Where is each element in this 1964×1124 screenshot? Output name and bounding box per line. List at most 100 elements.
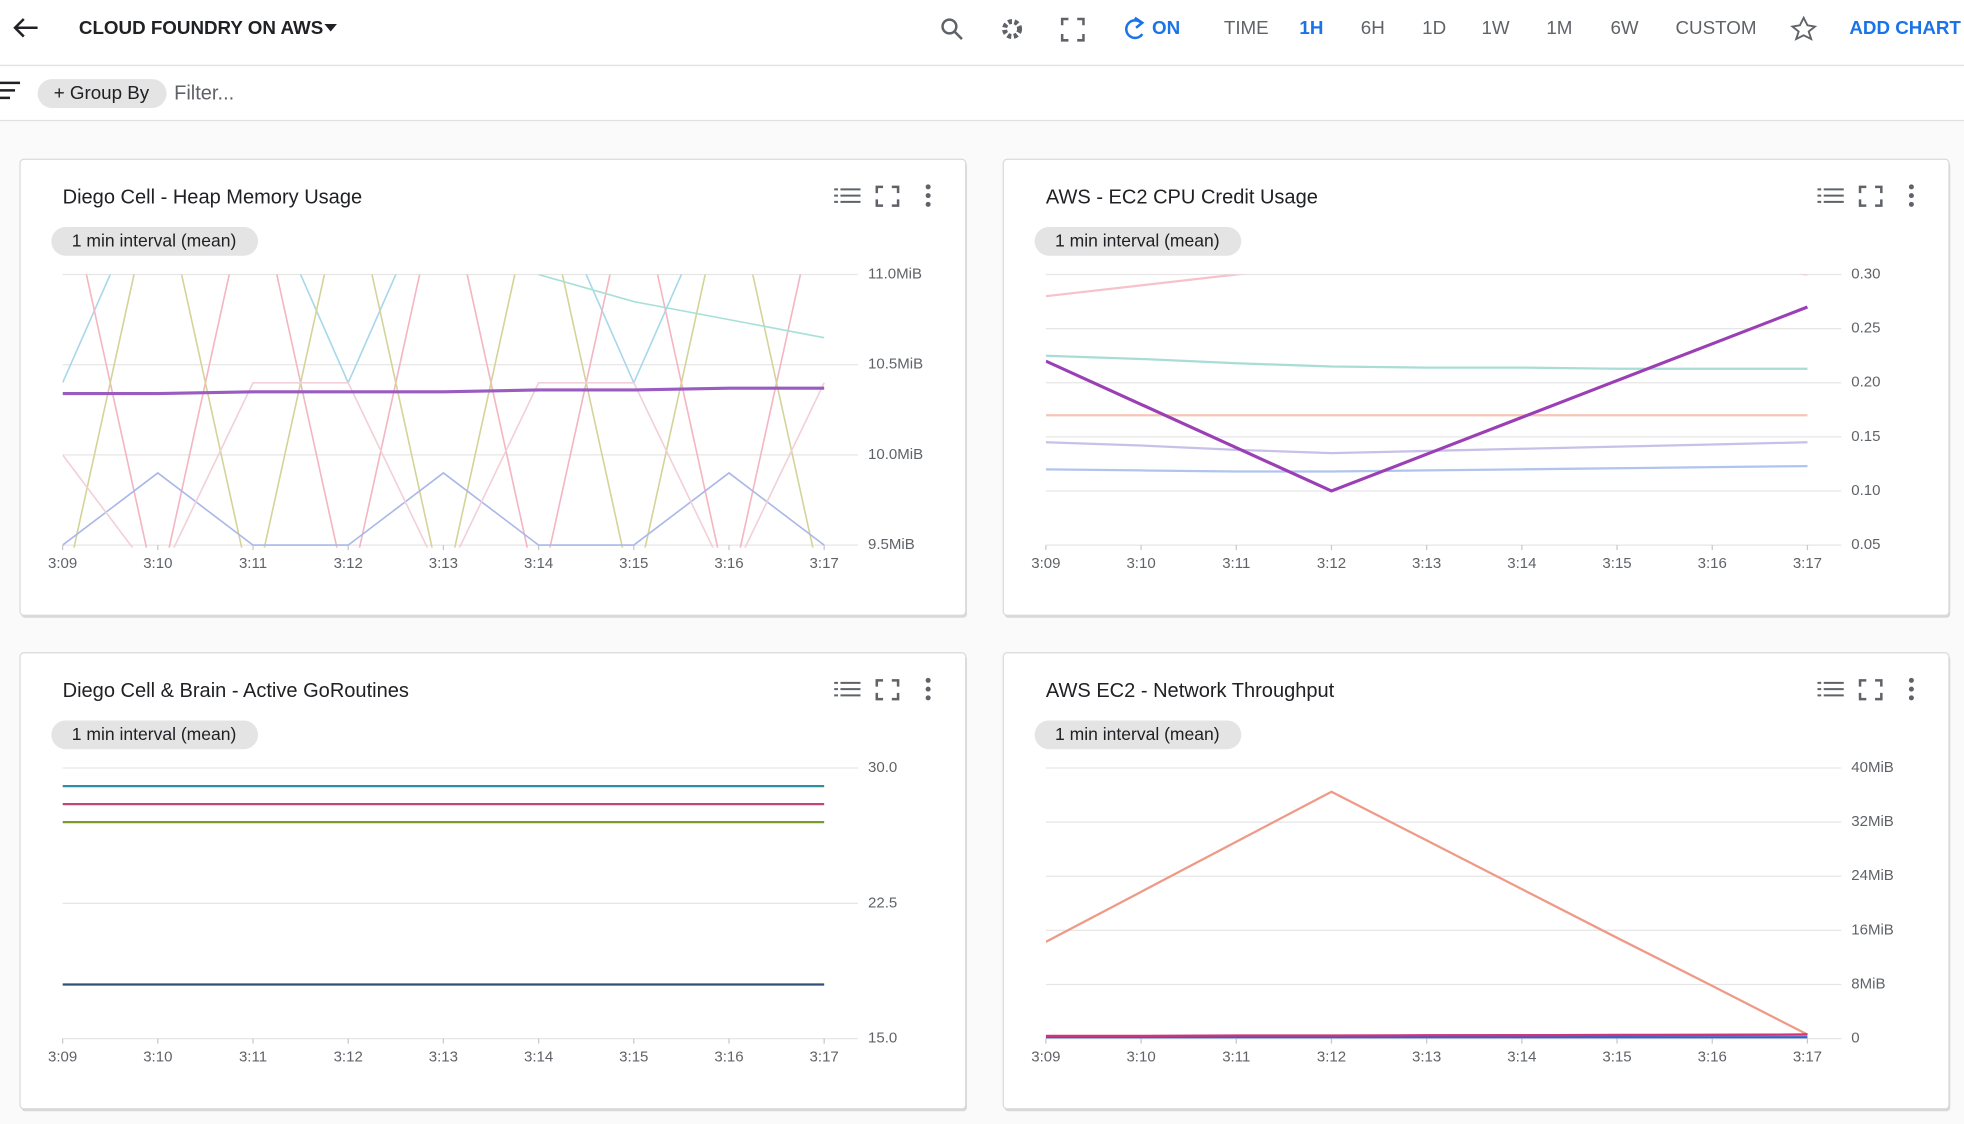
refresh-toggle[interactable]: ON xyxy=(1152,17,1180,38)
y-tick-label: 0.05 xyxy=(1851,536,1880,553)
time-range-button[interactable]: 1D xyxy=(1422,17,1446,38)
x-tick-label: 3:12 xyxy=(1317,1048,1346,1065)
menu-icon-dot[interactable] xyxy=(1908,677,1914,683)
group-by-label[interactable]: + Group By xyxy=(54,82,150,103)
series-line xyxy=(73,274,814,548)
menu-icon-dot[interactable] xyxy=(925,193,931,199)
star-icon[interactable] xyxy=(1790,15,1818,41)
settings-icon[interactable] xyxy=(1002,19,1023,40)
interval-label: 1 min interval (mean) xyxy=(72,231,237,251)
chart-panel: Diego Cell - Heap Memory Usage 1 min inte… xyxy=(19,158,967,618)
chart-title: AWS - EC2 CPU Credit Usage xyxy=(1046,186,1318,208)
time-range-button[interactable]: 6H xyxy=(1361,17,1385,38)
filter-input[interactable]: Filter... xyxy=(174,82,234,104)
back-button[interactable] xyxy=(13,18,38,38)
chart-title: AWS EC2 - Network Throughput xyxy=(1046,680,1335,702)
x-tick-label: 3:16 xyxy=(714,1048,743,1065)
x-tick-label: 3:13 xyxy=(429,555,458,572)
series-line xyxy=(1045,305,1808,493)
y-tick-label: 10.5MiB xyxy=(868,356,923,373)
interval-chip xyxy=(1034,226,1242,256)
legend-icon[interactable] xyxy=(834,681,861,697)
time-range-button[interactable]: 1W xyxy=(1481,17,1509,38)
series-line xyxy=(1045,1033,1808,1038)
interval-chip xyxy=(1034,720,1242,750)
series-line xyxy=(62,381,825,548)
x-tick-label: 3:12 xyxy=(1317,555,1346,572)
x-tick-label: 3:17 xyxy=(810,1048,839,1065)
time-range-button[interactable]: 1H xyxy=(1299,17,1323,38)
x-tick-label: 3:15 xyxy=(1602,555,1631,572)
x-tick-label: 3:15 xyxy=(1602,1048,1631,1065)
x-tick-label: 3:09 xyxy=(1031,555,1060,572)
chart-panel: Diego Cell & Brain - Active GoRoutines 1 … xyxy=(19,652,967,1112)
refresh-icon[interactable] xyxy=(1125,16,1145,40)
menu-icon-dot[interactable] xyxy=(1908,201,1914,207)
x-tick-label: 3:13 xyxy=(1412,555,1441,572)
legend-icon[interactable] xyxy=(1817,188,1844,203)
panel xyxy=(1002,652,1950,1110)
series-line xyxy=(1045,464,1808,473)
time-range-button[interactable]: CUSTOM xyxy=(1676,17,1757,38)
x-tick-label: 3:12 xyxy=(334,1048,363,1065)
x-tick-label: 3:10 xyxy=(1126,1048,1155,1065)
fullscreen-icon[interactable] xyxy=(1060,17,1085,42)
menu-icon-dot[interactable] xyxy=(1908,695,1914,701)
menu-icon-dot[interactable] xyxy=(1908,686,1914,692)
x-tick-label: 3:11 xyxy=(239,1048,267,1065)
x-tick-label: 3:09 xyxy=(1031,1048,1060,1065)
expand-icon[interactable] xyxy=(1858,679,1883,701)
x-tick-label: 3:14 xyxy=(524,1048,553,1065)
x-tick-label: 3:09 xyxy=(48,1048,77,1065)
panel xyxy=(1002,158,1950,616)
y-tick-label: 0.10 xyxy=(1851,482,1880,499)
x-tick-label: 3:16 xyxy=(1698,1048,1727,1065)
filter-icon[interactable] xyxy=(0,81,21,100)
add-chart-button[interactable]: ADD CHART xyxy=(1849,17,1961,38)
interval-chip xyxy=(51,226,259,256)
x-tick-label: 3:09 xyxy=(48,555,77,572)
chart-panel: AWS EC2 - Network Throughput 1 min interv… xyxy=(1002,652,1951,1112)
panel xyxy=(19,158,967,616)
menu-icon-dot[interactable] xyxy=(925,677,931,683)
expand-icon[interactable] xyxy=(1858,185,1883,207)
x-tick-label: 3:16 xyxy=(1698,555,1727,572)
y-tick-label: 8MiB xyxy=(1851,975,1885,992)
series-line xyxy=(1045,441,1808,455)
filter-bar xyxy=(0,66,1964,121)
x-tick-label: 3:16 xyxy=(714,555,743,572)
x-tick-label: 3:13 xyxy=(1412,1048,1441,1065)
x-tick-label: 3:15 xyxy=(619,1048,648,1065)
panel xyxy=(19,652,967,1110)
expand-icon[interactable] xyxy=(875,185,900,207)
x-tick-label: 3:10 xyxy=(143,1048,172,1065)
interval-label: 1 min interval (mean) xyxy=(1055,724,1220,744)
x-tick-label: 3:17 xyxy=(810,555,839,572)
y-tick-label: 32MiB xyxy=(1851,813,1894,830)
chart-panel: AWS - EC2 CPU Credit Usage 1 min interval… xyxy=(1002,158,1951,618)
time-range-button[interactable]: 1M xyxy=(1546,17,1572,38)
x-tick-label: 3:14 xyxy=(1507,1048,1536,1065)
menu-icon-dot[interactable] xyxy=(1908,193,1914,199)
menu-icon-dot[interactable] xyxy=(925,695,931,701)
series-line xyxy=(538,274,825,339)
dashboard-title[interactable]: CLOUD FOUNDRY ON AWS xyxy=(79,17,323,38)
y-tick-label: 16MiB xyxy=(1851,921,1894,938)
legend-icon[interactable] xyxy=(834,188,861,203)
x-tick-label: 3:11 xyxy=(1222,1048,1250,1065)
menu-icon-dot[interactable] xyxy=(1908,184,1914,190)
chart-title: Diego Cell - Heap Memory Usage xyxy=(63,186,362,208)
time-range-button[interactable]: 6W xyxy=(1610,17,1638,38)
series-line xyxy=(62,471,825,546)
group-by-chip[interactable] xyxy=(37,79,167,108)
menu-icon-dot[interactable] xyxy=(925,686,931,692)
menu-icon-dot[interactable] xyxy=(925,184,931,190)
menu-icon-dot[interactable] xyxy=(925,201,931,207)
search-icon[interactable] xyxy=(941,18,958,35)
toolbar-icons xyxy=(941,15,1818,42)
series-line xyxy=(1045,354,1808,370)
expand-icon[interactable] xyxy=(875,679,900,701)
interval-label: 1 min interval (mean) xyxy=(1055,231,1220,251)
dropdown-arrow[interactable] xyxy=(324,24,337,32)
legend-icon[interactable] xyxy=(1817,681,1844,697)
